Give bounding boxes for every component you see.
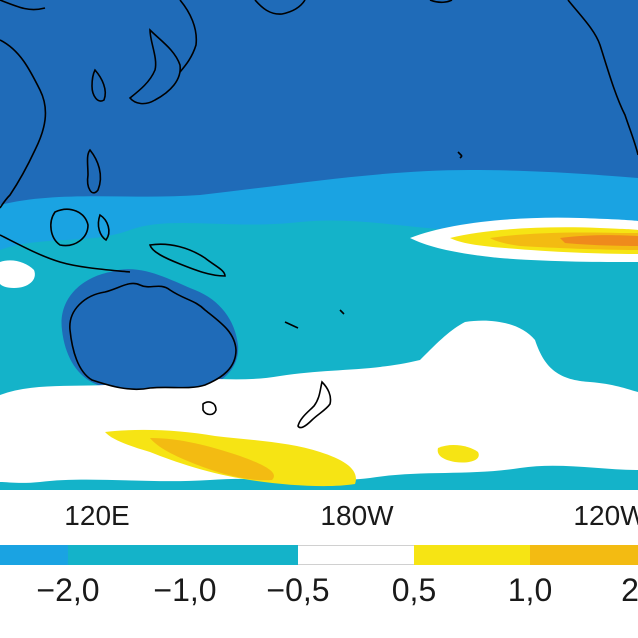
colorbar-label: 2 <box>621 572 638 608</box>
korea-coastline <box>91 68 107 102</box>
new-zealand-coastline <box>297 380 332 429</box>
east-asia-coastline <box>0 39 47 209</box>
lon-label-120e: 120E <box>64 500 130 531</box>
colorbar-segment <box>68 545 185 565</box>
tasmania-coastline <box>202 401 217 416</box>
colorbar-segment <box>530 545 638 565</box>
anomaly-map <box>0 0 638 490</box>
coastlines <box>0 0 638 429</box>
field-near-zero-west <box>0 260 35 288</box>
kamchatka-coastline <box>179 0 198 73</box>
japan-coastline <box>128 28 181 105</box>
colorbar-segment <box>0 545 68 565</box>
australia-coastline <box>69 282 237 391</box>
north-asia-coastline <box>0 0 46 11</box>
field-positive-south-core <box>150 438 274 481</box>
pacific-islands <box>284 309 345 329</box>
colorbar-labels: −2,0 −1,0 −0,5 0,5 1,0 2 <box>0 572 638 622</box>
colorbar-label: −2,0 <box>36 572 100 608</box>
hawaii-islands <box>457 151 463 159</box>
field-positive-small <box>437 445 479 463</box>
aleutian-islands <box>429 0 453 4</box>
borneo-coastline <box>50 208 89 247</box>
new-guinea-coastline <box>148 243 226 277</box>
lon-label-120w: 120W <box>573 500 638 531</box>
colorbar-segment <box>298 545 414 565</box>
longitude-axis: 120E 180W 120W <box>0 490 638 540</box>
sulawesi-coastline <box>97 213 110 242</box>
philippines-coastline <box>86 148 102 194</box>
colorbar-label: 1,0 <box>507 572 553 608</box>
colorbar-segment <box>414 545 530 565</box>
colorbar-label: −0,5 <box>266 572 330 608</box>
alaska-coastline <box>254 0 306 15</box>
colorbar-label: −1,0 <box>153 572 217 608</box>
north-america-coastline <box>567 0 638 156</box>
sumatra-java-coastline <box>0 234 131 273</box>
colorbar <box>0 545 638 565</box>
field-strong-positive-equatorial <box>560 235 638 246</box>
lon-label-180w: 180W <box>320 500 394 531</box>
colorbar-segment <box>185 545 298 565</box>
colorbar-label: 0,5 <box>391 572 437 608</box>
